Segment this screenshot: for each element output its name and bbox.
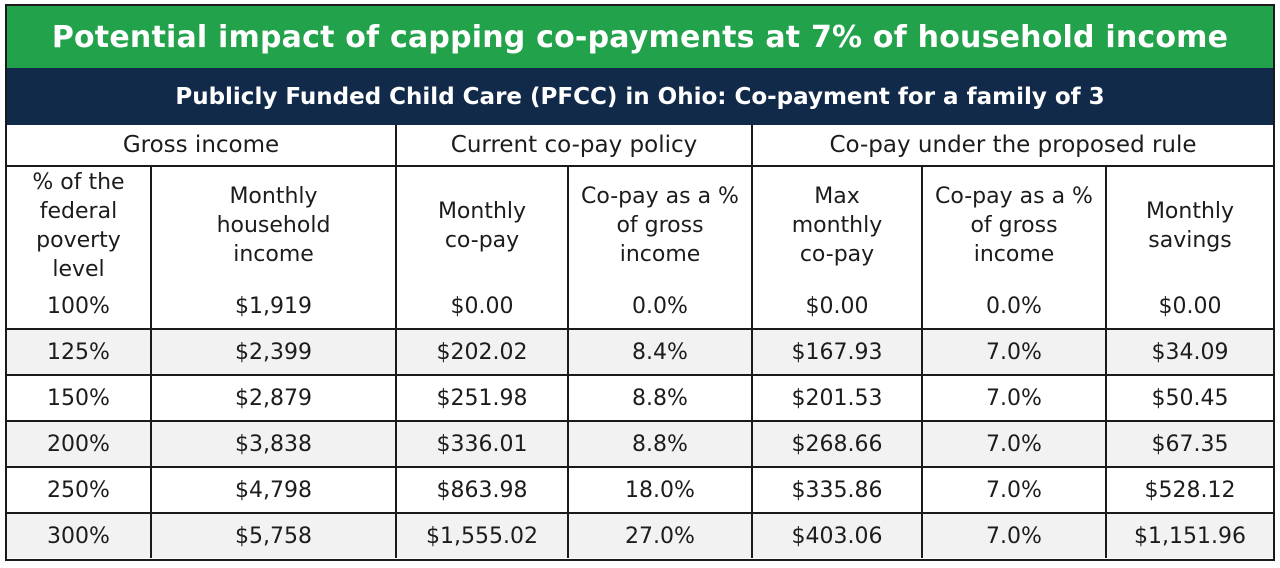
table-cell: $34.09 — [1104, 328, 1274, 376]
table-cell: 7.0% — [921, 512, 1107, 558]
table-cell: 150% — [7, 374, 152, 422]
column-header-proposed-pct: Co-pay as a % of gross income — [921, 165, 1107, 284]
column-header-label: % of the federal poverty level — [32, 169, 125, 282]
table-cell: 8.8% — [567, 420, 753, 468]
table-row: 200% $3,838 $336.01 8.8% $268.66 7.0% $6… — [7, 420, 1274, 468]
table-cell: 125% — [7, 328, 152, 376]
table-cell: 300% — [7, 512, 152, 558]
table-cell: 0.0% — [921, 284, 1107, 330]
column-header-household-income: Monthly household income — [150, 165, 397, 284]
table-cell: $50.45 — [1104, 374, 1274, 422]
table-cell: $0.00 — [395, 284, 569, 330]
table-row: 300% $5,758 $1,555.02 27.0% $403.06 7.0%… — [7, 512, 1274, 558]
table-cell: $268.66 — [751, 420, 923, 468]
table-cell: 8.8% — [567, 374, 753, 422]
group-header-current-policy: Current co-pay policy — [395, 125, 753, 167]
table-cell: 27.0% — [567, 512, 753, 558]
table-cell: 18.0% — [567, 466, 753, 514]
table-cell: 100% — [7, 284, 152, 330]
table-row: 150% $2,879 $251.98 8.8% $201.53 7.0% $5… — [7, 374, 1274, 422]
column-header-label: Monthly co-pay — [437, 198, 527, 253]
table-cell: $0.00 — [1104, 284, 1274, 330]
figure-subtitle: Publicly Funded Child Care (PFCC) in Ohi… — [7, 68, 1273, 125]
table-cell: 200% — [7, 420, 152, 468]
table-cell: 250% — [7, 466, 152, 514]
table-cell: $336.01 — [395, 420, 569, 468]
table-cell: $4,798 — [150, 466, 397, 514]
column-header-label: Max monthly co-pay — [791, 184, 883, 267]
table-cell: 0.0% — [567, 284, 753, 330]
table-cell: $1,151.96 — [1104, 512, 1274, 558]
column-header-label: Co-pay as a % of gross income — [935, 184, 1093, 267]
table-cell: $251.98 — [395, 374, 569, 422]
table-cell: $1,919 — [150, 284, 397, 330]
table-cell: $5,758 — [150, 512, 397, 558]
table-cell: 7.0% — [921, 466, 1107, 514]
column-header-current-pct: Co-pay as a % of gross income — [567, 165, 753, 284]
column-group-row: Gross income Current co-pay policy Co-pa… — [7, 125, 1274, 167]
column-header-current-copay: Monthly co-pay — [395, 165, 569, 284]
table-row: 100% $1,919 $0.00 0.0% $0.00 0.0% $0.00 — [7, 284, 1274, 330]
column-header-savings: Monthly savings — [1104, 165, 1274, 284]
column-header-label: Monthly savings — [1145, 198, 1235, 253]
column-header-row: % of the federal poverty level Monthly h… — [7, 165, 1274, 284]
table-cell: $1,555.02 — [395, 512, 569, 558]
column-header-label: Co-pay as a % of gross income — [581, 184, 739, 267]
table-cell: $2,879 — [150, 374, 397, 422]
group-header-proposed-rule: Co-pay under the proposed rule — [750, 125, 1274, 167]
column-header-max-copay: Max monthly co-pay — [751, 165, 923, 284]
table-cell: $202.02 — [395, 328, 569, 376]
copay-table-figure: Potential impact of capping co-payments … — [5, 4, 1275, 561]
table-cell: $403.06 — [751, 512, 923, 558]
group-header-gross-income: Gross income — [7, 125, 397, 167]
table-cell: 8.4% — [567, 328, 753, 376]
table-cell: $3,838 — [150, 420, 397, 468]
table-cell: $2,399 — [150, 328, 397, 376]
copay-table: Gross income Current co-pay policy Co-pa… — [7, 125, 1274, 558]
column-header-fpl: % of the federal poverty level — [7, 165, 152, 284]
table-cell: 7.0% — [921, 374, 1107, 422]
table-cell: $67.35 — [1104, 420, 1274, 468]
table-cell: $167.93 — [751, 328, 923, 376]
table-cell: 7.0% — [921, 328, 1107, 376]
table-cell: $201.53 — [751, 374, 923, 422]
table-cell: $335.86 — [751, 466, 923, 514]
table-cell: 7.0% — [921, 420, 1107, 468]
table-cell: $0.00 — [751, 284, 923, 330]
table-row: 125% $2,399 $202.02 8.4% $167.93 7.0% $3… — [7, 328, 1274, 376]
table-cell: $528.12 — [1104, 466, 1274, 514]
column-header-label: Monthly household income — [216, 184, 331, 267]
table-cell: $863.98 — [395, 466, 569, 514]
figure-title: Potential impact of capping co-payments … — [7, 6, 1273, 68]
table-row: 250% $4,798 $863.98 18.0% $335.86 7.0% $… — [7, 466, 1274, 514]
